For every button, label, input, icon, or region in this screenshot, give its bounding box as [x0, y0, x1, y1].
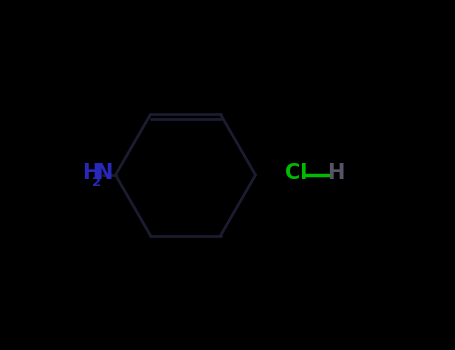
Text: H: H [327, 163, 345, 183]
Text: N: N [96, 163, 113, 183]
Text: 2: 2 [92, 176, 101, 189]
Text: Cl: Cl [284, 163, 307, 183]
Text: H: H [82, 163, 100, 183]
